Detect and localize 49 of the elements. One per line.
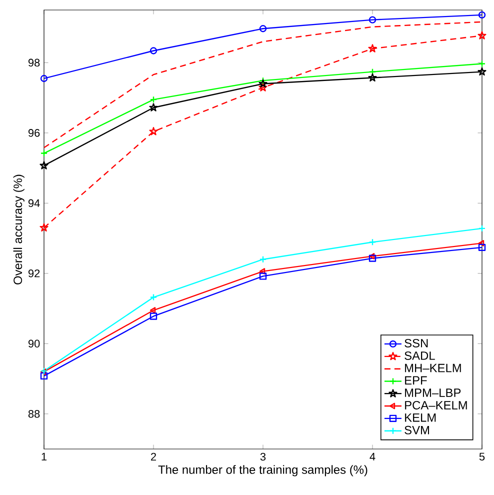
x-tick-label: 4	[370, 452, 376, 460]
y-tick-label: 94	[28, 199, 40, 208]
y-tick-label: 92	[28, 270, 40, 278]
y-tick-label: 96	[28, 129, 40, 137]
legend-label: EPF	[405, 376, 427, 385]
y-tick-label: 98	[28, 58, 40, 67]
point	[259, 268, 266, 274]
point	[150, 312, 158, 320]
point	[40, 372, 48, 380]
x-tick-label: 1	[42, 452, 47, 460]
line-series	[44, 21, 482, 148]
legend-label: SVM	[404, 426, 429, 434]
point	[259, 25, 267, 32]
point	[149, 127, 158, 136]
legend-label: KELM	[405, 413, 436, 422]
y-tick-label: 90	[28, 340, 40, 348]
point	[368, 254, 376, 262]
point	[259, 256, 267, 263]
point	[149, 103, 158, 112]
legend-label: SADL	[404, 351, 435, 360]
legend-label: MH–KELM	[405, 364, 461, 372]
point	[150, 294, 158, 301]
point	[368, 253, 375, 260]
point	[368, 16, 376, 24]
point	[40, 223, 48, 232]
point	[478, 67, 486, 76]
y-tick-label: 88	[28, 410, 40, 418]
legend-label: MPM–LBP	[405, 388, 461, 397]
point	[259, 77, 267, 84]
point	[478, 31, 486, 40]
y-axis-title: Overall accuracy (%)	[13, 174, 24, 284]
point	[259, 272, 267, 280]
point	[478, 244, 486, 251]
x-tick-label: 5	[479, 452, 485, 460]
x-tick-label: 2	[151, 452, 156, 461]
point	[368, 238, 376, 246]
legend-label: PCA–KELM	[405, 401, 467, 410]
point	[40, 161, 48, 170]
point	[368, 73, 377, 82]
point	[258, 83, 268, 92]
point	[150, 47, 158, 54]
point	[150, 307, 156, 314]
x-axis-title: The number of the training samples (%)	[158, 465, 368, 476]
point	[150, 96, 158, 104]
point	[258, 79, 268, 88]
point	[368, 44, 377, 52]
legend-label: SSN	[404, 338, 428, 348]
point	[368, 68, 376, 76]
x-tick-label: 3	[260, 452, 266, 461]
